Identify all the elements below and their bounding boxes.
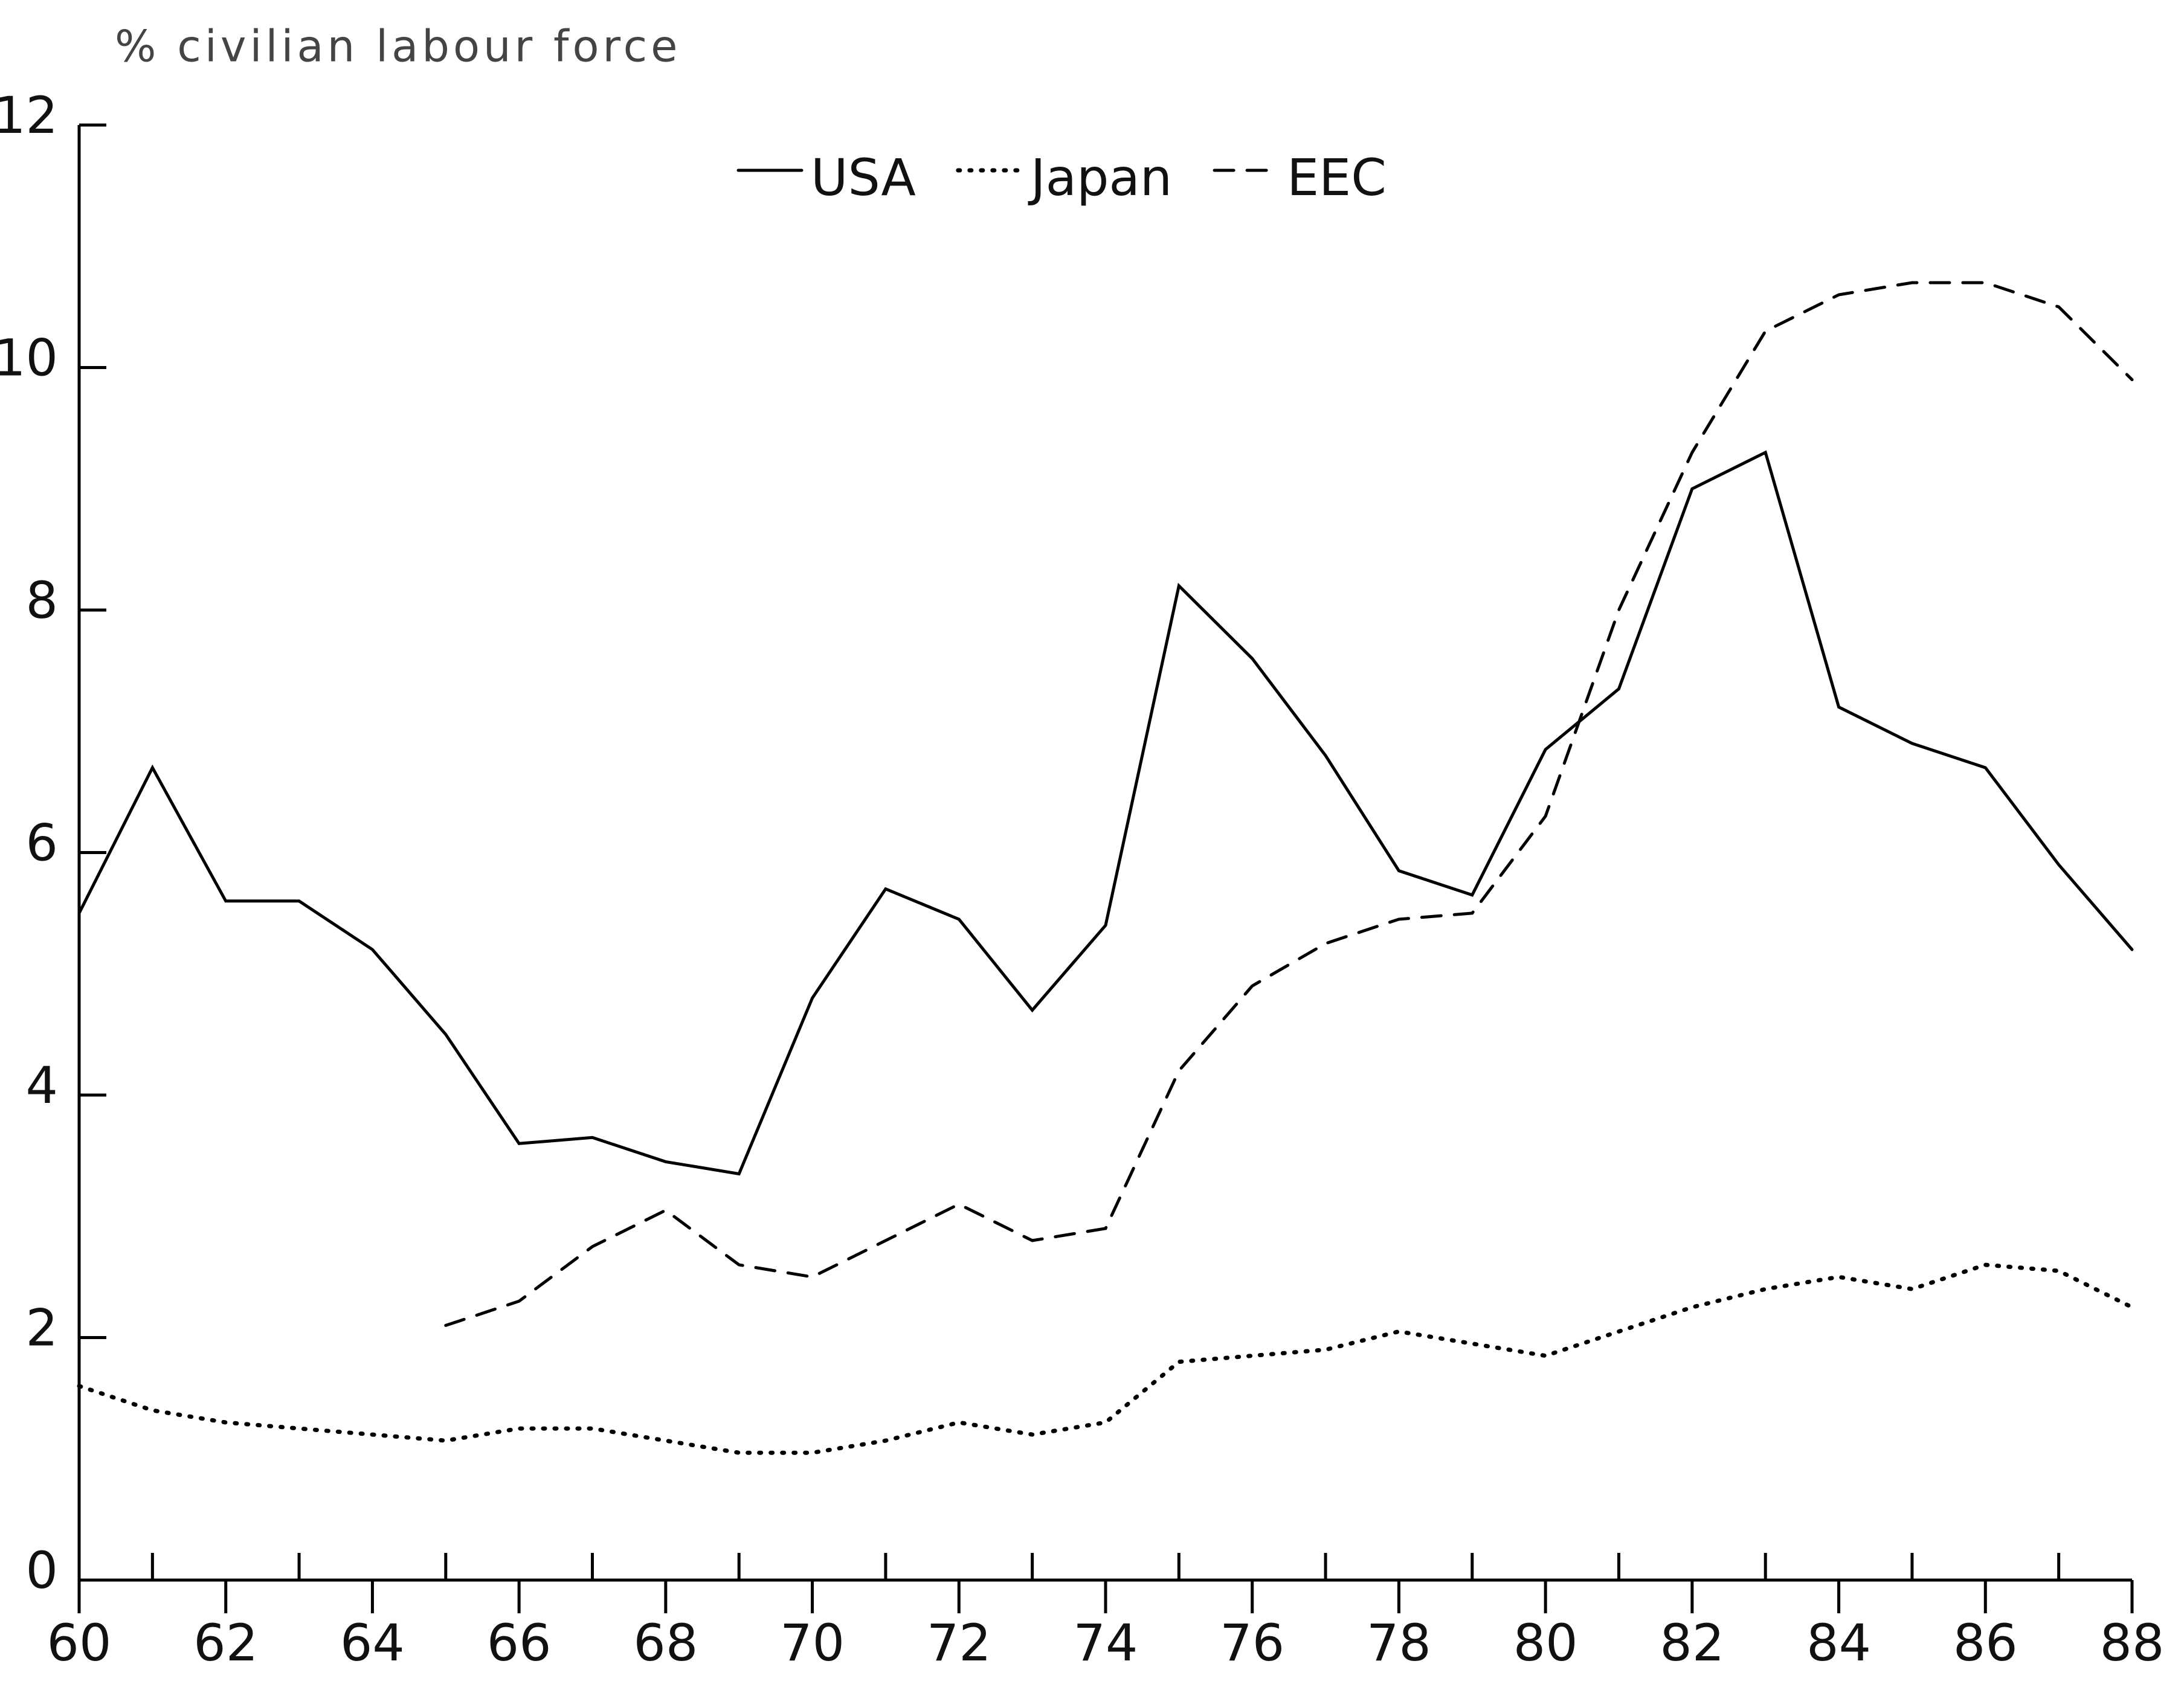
x-tick-label: 82 [1660,1613,1724,1672]
legend-label: USA [811,148,916,207]
x-tick-label: 80 [1513,1613,1578,1672]
x-tick-label: 86 [1953,1613,2018,1672]
y-tick-label: 4 [26,1056,58,1115]
y-tick-label: 6 [26,813,58,872]
series-line [77,1262,2134,1455]
x-tick-label: 88 [2100,1613,2165,1672]
chart-title: % civilian labour force [115,21,681,72]
x-tick-label: 70 [780,1613,845,1672]
legend-label: EEC [1287,148,1387,207]
x-tick-label: 84 [1806,1613,1871,1672]
x-tick-label: 76 [1220,1613,1284,1672]
y-tick-label: 8 [26,571,58,630]
series-line [77,450,2134,1176]
y-tick-label: 12 [0,86,58,145]
x-tick-label: 72 [927,1613,991,1672]
x-tick-label: 64 [340,1613,405,1672]
x-tick-label: 68 [633,1613,698,1672]
x-tick-label: 78 [1367,1613,1431,1672]
x-tick-label: 74 [1074,1613,1138,1672]
legend-label: Japan [1028,148,1172,207]
y-tick-label: 2 [26,1298,58,1357]
y-tick-label: 0 [26,1541,58,1600]
y-tick-label: 10 [0,328,58,387]
x-tick-label: 66 [487,1613,552,1672]
x-tick-label: 62 [193,1613,258,1672]
series-line [444,281,2134,1327]
x-tick-label: 60 [47,1613,112,1672]
